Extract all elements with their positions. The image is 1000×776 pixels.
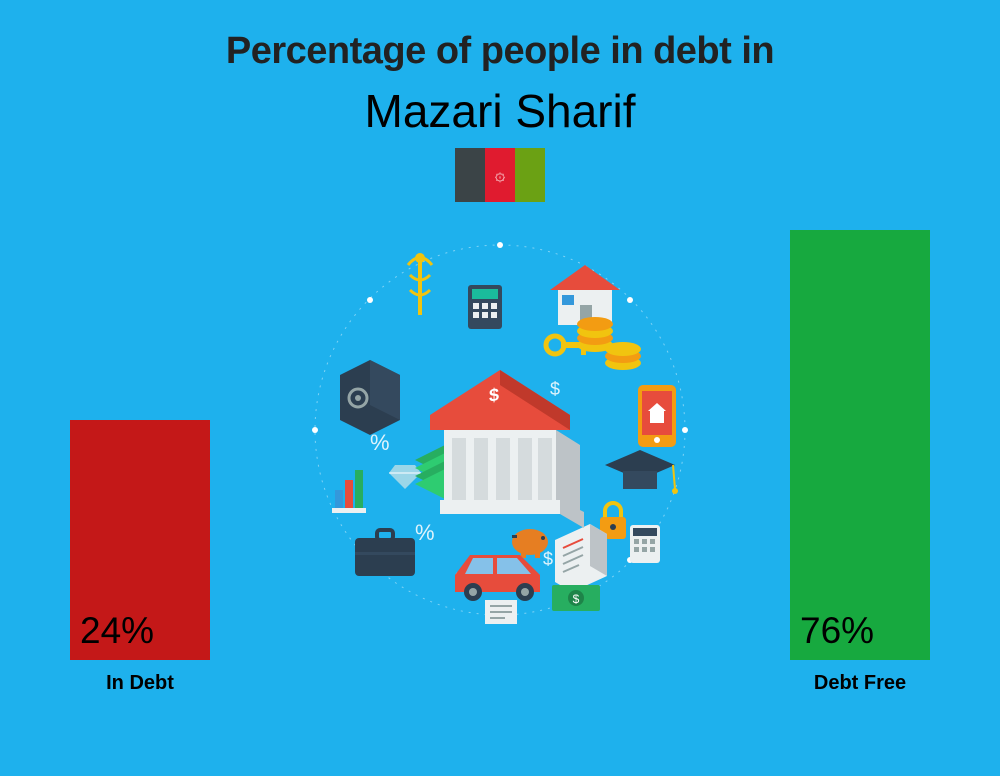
svg-text:$: $ bbox=[573, 592, 580, 606]
svg-text:%: % bbox=[415, 520, 435, 545]
flag-stripe-3 bbox=[515, 148, 545, 202]
bar-debt-free-rect: 76% bbox=[790, 230, 930, 660]
bar-in-debt-label: In Debt bbox=[70, 672, 210, 695]
flag-stripe-2: ۞ bbox=[485, 148, 515, 202]
flag-afghanistan: ۞ bbox=[455, 148, 545, 202]
title-line-1: Percentage of people in debt in bbox=[0, 30, 1000, 73]
svg-text:%: % bbox=[370, 430, 390, 455]
bar-in-debt-value: 24% bbox=[80, 610, 154, 652]
svg-text:$: $ bbox=[543, 549, 553, 569]
svg-text:$: $ bbox=[550, 379, 560, 399]
bar-debt-free-label: Debt Free bbox=[790, 672, 930, 695]
title-line-2: Mazari Sharif bbox=[0, 84, 1000, 138]
svg-text:$: $ bbox=[489, 384, 499, 405]
bar-in-debt: 24% In Debt bbox=[70, 420, 210, 660]
center-illustration: % % % $ $ bbox=[300, 230, 700, 630]
bar-in-debt-rect: 24% bbox=[70, 420, 210, 660]
bar-debt-free: 76% Debt Free bbox=[790, 230, 930, 660]
infographic-canvas: Percentage of people in debt in Mazari S… bbox=[0, 0, 1000, 776]
flag-stripe-1 bbox=[455, 148, 485, 202]
flag-emblem-icon: ۞ bbox=[495, 165, 506, 186]
bar-debt-free-value: 76% bbox=[800, 610, 874, 652]
